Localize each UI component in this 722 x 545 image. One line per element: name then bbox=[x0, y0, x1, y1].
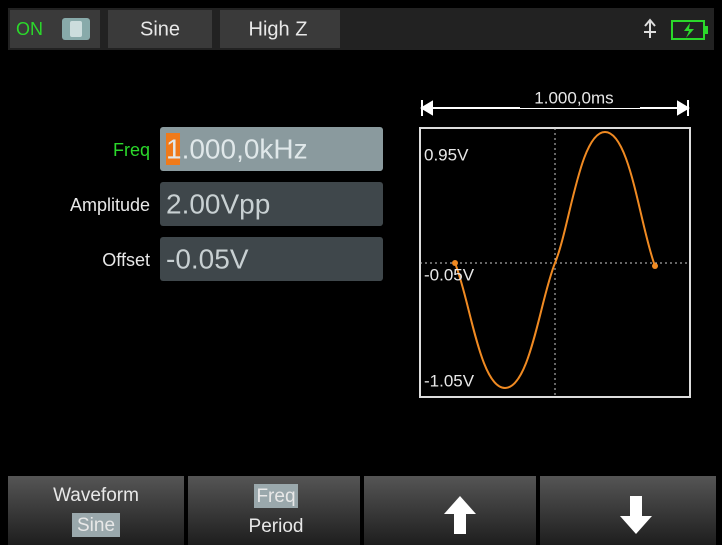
load-name: High Z bbox=[249, 18, 308, 40]
output-state: ON bbox=[16, 19, 43, 39]
toggle-knob bbox=[70, 21, 82, 37]
param-label: Offset bbox=[102, 250, 150, 270]
param-label: Freq bbox=[113, 140, 150, 160]
softkey-label: Waveform bbox=[53, 485, 139, 506]
softkey-option: Period bbox=[249, 516, 304, 537]
battery-tip bbox=[704, 26, 708, 34]
softkey-option: Sine bbox=[77, 515, 115, 536]
softkey-label: Freq bbox=[256, 486, 295, 507]
softkey[interactable] bbox=[540, 476, 716, 545]
wave-endpoint bbox=[652, 263, 658, 269]
level-label: 0.95V bbox=[424, 145, 469, 164]
span-label: 1.000,0ms bbox=[534, 88, 613, 107]
level-label: -0.05V bbox=[424, 265, 475, 284]
param-value: 1.000,0kHz bbox=[166, 133, 308, 164]
param-value: -0.05V bbox=[166, 243, 249, 274]
ui: ON Sine High Z Freq 1.000,0kHz Amplitude… bbox=[0, 0, 722, 545]
param-value: 2.00Vpp bbox=[166, 188, 270, 219]
device-screen: ON Sine High Z Freq 1.000,0kHz Amplitude… bbox=[0, 0, 722, 545]
waveform-name: Sine bbox=[140, 18, 180, 40]
level-label: -1.05V bbox=[424, 371, 475, 390]
param-label: Amplitude bbox=[70, 195, 150, 215]
